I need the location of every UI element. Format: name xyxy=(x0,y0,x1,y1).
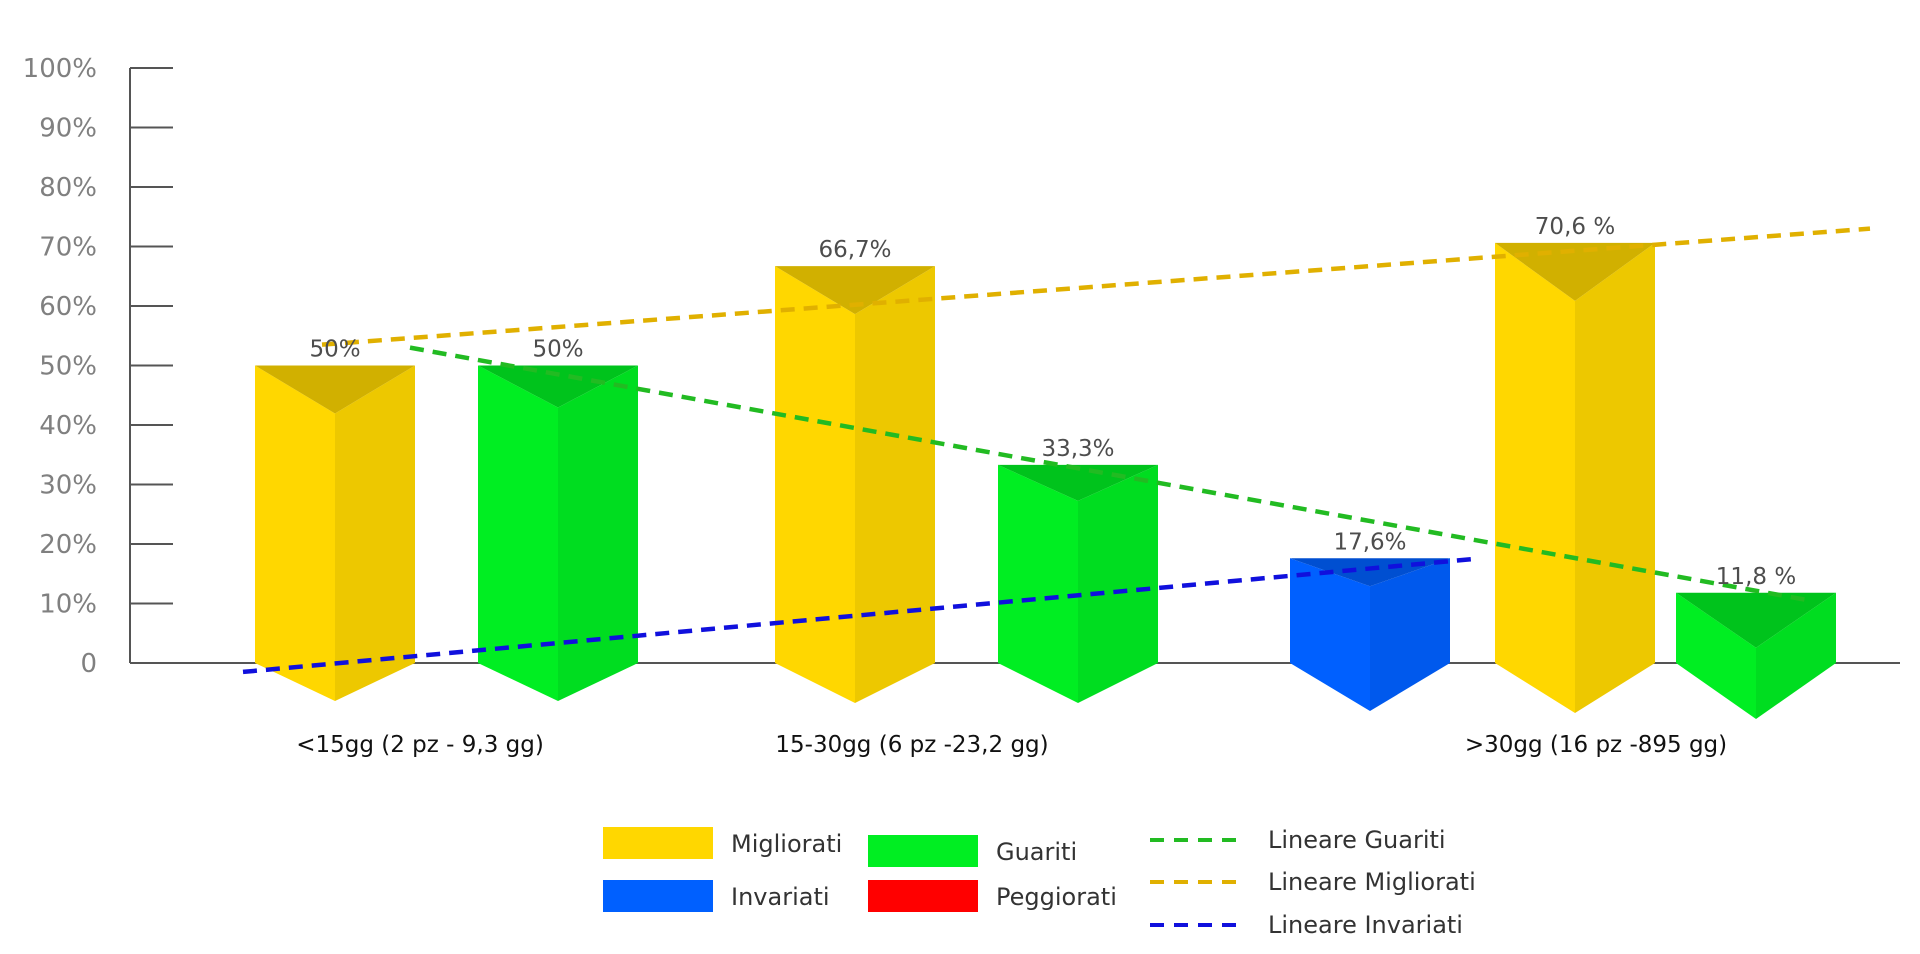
category-label: 15-30gg (6 pz -23,2 gg) xyxy=(775,732,1048,758)
data-label-guariti: 11,8 % xyxy=(1716,564,1796,590)
y-tick-label: 30% xyxy=(39,471,97,501)
axis: 0 10% 20% 30% 40% 50% 60% 70% 80% 90% 100% xyxy=(23,54,1900,679)
bar-face-right xyxy=(1756,592,1836,719)
legend-label: Lineare Migliorati xyxy=(1268,868,1476,896)
legend-item-lineare-invariati: Lineare Invariati xyxy=(1150,911,1463,939)
y-tick-label: 50% xyxy=(39,352,97,382)
y-tick-label: 20% xyxy=(39,530,97,560)
bar-face-left xyxy=(478,365,558,701)
bar-top xyxy=(1676,592,1836,648)
y-tick-label: 90% xyxy=(39,114,97,144)
bar-face-left xyxy=(1676,592,1756,719)
y-tick-label: 70% xyxy=(39,233,97,263)
bar-face-left xyxy=(1495,242,1575,713)
data-label-migliorati: 70,6 % xyxy=(1535,214,1615,240)
data-label-migliorati: 50% xyxy=(309,337,360,363)
bar-top xyxy=(775,266,935,315)
bar-invariati xyxy=(1290,558,1450,711)
y-tick-label: 10% xyxy=(39,590,97,620)
legend-item-migliorati: Migliorati xyxy=(603,827,842,859)
data-label-invariati: 17,6% xyxy=(1333,529,1406,555)
bar-face-right xyxy=(1078,464,1158,703)
category-label: <15gg (2 pz - 9,3 gg) xyxy=(296,732,544,758)
bar-face-right xyxy=(855,266,935,703)
bar-top xyxy=(478,365,638,408)
legend-label: Lineare Invariati xyxy=(1268,911,1463,939)
bar-guariti xyxy=(478,365,638,701)
bar-face-right xyxy=(1575,242,1655,713)
bar-top xyxy=(1495,242,1655,301)
bar-face-left xyxy=(1290,558,1370,711)
legend-item-peggiorati: Peggiorati xyxy=(868,880,1117,912)
legend-label: Invariati xyxy=(731,883,830,911)
bar-face-right xyxy=(335,365,415,701)
bar-migliorati xyxy=(255,365,415,701)
bar-face-left xyxy=(775,266,855,703)
legend-item-invariati: Invariati xyxy=(603,880,830,912)
data-label-guariti: 33,3% xyxy=(1041,436,1114,462)
bar-face-right xyxy=(1370,558,1450,711)
legend-item-guariti: Guariti xyxy=(868,835,1077,867)
trendline-lineare-guariti xyxy=(409,345,1811,603)
data-labels: 50% 66,7% 70,6 % 17,6% 50% 33,3% 11,8 % <15gg (… xyxy=(296,214,1796,758)
legend-label: Migliorati xyxy=(731,830,842,858)
legend-label: Lineare Guariti xyxy=(1268,826,1446,854)
legend-label: Guariti xyxy=(996,838,1077,866)
legend-item-lineare-migliorati: Lineare Migliorati xyxy=(1150,868,1476,896)
bar-face-right xyxy=(558,365,638,701)
bar-top xyxy=(1290,558,1450,587)
y-tick-label: 40% xyxy=(39,411,97,441)
data-label-migliorati: 66,7% xyxy=(818,237,891,263)
bar-guariti xyxy=(998,464,1158,703)
trendlines xyxy=(242,226,1871,675)
legend: Migliorati Invariati Guariti Peggiorati Line… xyxy=(603,826,1476,939)
bars xyxy=(255,242,1836,719)
legend-swatch xyxy=(603,827,713,859)
trendline-lineare-migliorati xyxy=(321,226,1871,347)
bar-face-left xyxy=(998,464,1078,703)
category-label: >30gg (16 pz -895 gg) xyxy=(1465,732,1727,758)
bar-face-left xyxy=(255,365,335,701)
y-tick-label: 0 xyxy=(80,649,97,679)
legend-label: Peggiorati xyxy=(996,883,1117,911)
legend-item-lineare-guariti: Lineare Guariti xyxy=(1150,826,1446,854)
bar-guariti xyxy=(1676,592,1836,719)
legend-swatch xyxy=(603,880,713,912)
y-tick-label: 60% xyxy=(39,292,97,322)
y-tick-label: 80% xyxy=(39,173,97,203)
data-label-guariti: 50% xyxy=(532,337,583,363)
y-tick-label: 100% xyxy=(23,54,97,84)
bar-top xyxy=(255,365,415,414)
legend-swatch xyxy=(868,880,978,912)
bar-migliorati xyxy=(1495,242,1655,713)
legend-swatch xyxy=(868,835,978,867)
bar-migliorati xyxy=(775,266,935,703)
